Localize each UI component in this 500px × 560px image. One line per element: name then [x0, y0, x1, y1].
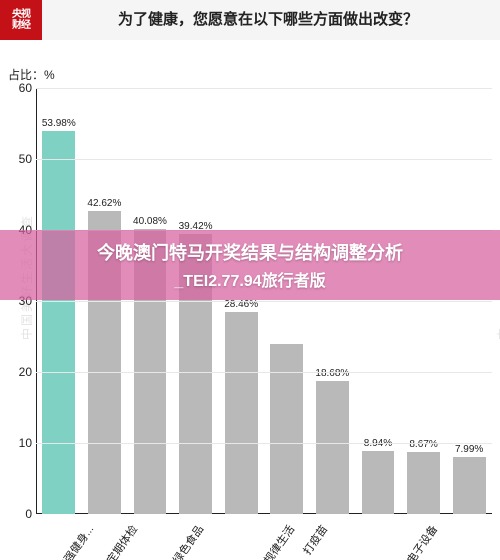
bar: 7.99%	[453, 457, 486, 514]
gridline	[36, 372, 492, 373]
bar-value-label: 8.67%	[409, 439, 437, 450]
overlay-banner: 今晚澳门特马开奖结果与结构调整分析 _TEI2.77.94旅行者版	[0, 230, 500, 300]
bar-value-label: 40.08%	[133, 216, 167, 227]
bar-value-label: 7.99%	[455, 444, 483, 455]
y-tick: 20	[8, 365, 32, 379]
x-label-slot: 加强健身...	[36, 514, 89, 560]
overlay-text-line1: 今晚澳门特马开奖结果与结构调整分析	[97, 239, 403, 265]
gridline	[36, 88, 492, 89]
y-tick: 0	[8, 507, 32, 521]
chart-question-title: 为了健康，您愿意在以下哪些方面做出改变？	[42, 0, 500, 29]
bar-value-label: 53.98%	[42, 118, 76, 129]
plot-area: 53.98%42.62%40.08%39.42%28.46%18.68%8.94…	[36, 88, 492, 514]
x-label-slot: 打疫苗	[290, 514, 323, 560]
gridline	[36, 443, 492, 444]
chart-container: 中国美好生活大调查 中国美好生活大调查 占比：% 53.98%42.62%40.…	[0, 40, 500, 560]
bar	[270, 344, 303, 514]
y-tick: 10	[8, 436, 32, 450]
x-label-slot: 定期体检	[89, 514, 133, 560]
x-label-slot: 减少玩手机等电子设备	[323, 514, 433, 560]
watermark-right: 中国美好生活大调查	[494, 326, 500, 340]
overlay-text-line2: _TEI2.77.94旅行者版	[174, 267, 325, 291]
x-label-slot: 合理饮食/规律生活	[199, 514, 290, 560]
x-tick-label: 减少玩手机等电子设备	[365, 522, 441, 560]
bar: 8.94%	[362, 451, 395, 514]
bar: 8.67%	[407, 452, 440, 514]
y-tick: 50	[8, 152, 32, 166]
bar: 53.98%	[42, 131, 75, 514]
gridline	[36, 159, 492, 160]
bar-value-label: 42.62%	[87, 198, 121, 209]
bar-value-label: 18.68%	[315, 368, 349, 379]
logo-badge: 央视 财经	[0, 0, 42, 40]
x-labels-row: 加强健身...定期体检购买绿色食品合理饮食/规律生活打疫苗减少玩手机等电子设备囤…	[36, 514, 492, 560]
bar: 28.46%	[225, 312, 258, 514]
x-tick-label: 合理饮食/规律生活	[233, 522, 298, 560]
x-tick-label: 囤消毒除菌防护用品	[470, 522, 500, 560]
gridline	[36, 301, 492, 302]
logo-text-top: 央视	[12, 9, 30, 20]
x-label-slot: 囤消毒除菌防护用品	[433, 514, 500, 560]
logo-text-bottom: 财经	[12, 20, 30, 31]
y-tick: 60	[8, 81, 32, 95]
x-label-slot: 购买绿色食品	[133, 514, 199, 560]
top-bar: 央视 财经 为了健康，您愿意在以下哪些方面做出改变？	[0, 0, 500, 40]
bar: 18.68%	[316, 381, 349, 514]
